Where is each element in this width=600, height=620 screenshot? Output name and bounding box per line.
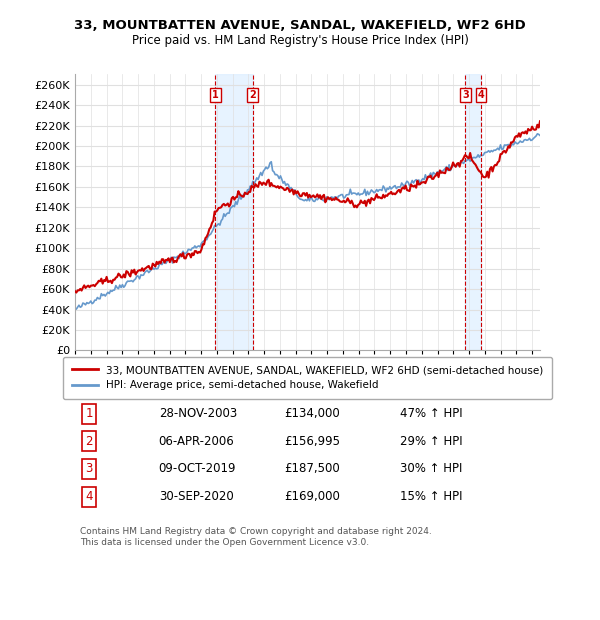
Text: 30% ↑ HPI: 30% ↑ HPI (401, 463, 463, 476)
Bar (466, 74, 481, 350)
Text: 29% ↑ HPI: 29% ↑ HPI (401, 435, 463, 448)
Text: £169,000: £169,000 (284, 490, 340, 503)
Bar (215, 74, 253, 350)
Text: 15% ↑ HPI: 15% ↑ HPI (401, 490, 463, 503)
Text: 06-APR-2006: 06-APR-2006 (158, 435, 235, 448)
Text: 3: 3 (462, 90, 469, 100)
Text: 28-NOV-2003: 28-NOV-2003 (158, 407, 237, 420)
Text: £134,000: £134,000 (284, 407, 340, 420)
Text: 1: 1 (212, 90, 218, 100)
Text: Price paid vs. HM Land Registry's House Price Index (HPI): Price paid vs. HM Land Registry's House … (131, 34, 469, 47)
Text: 47% ↑ HPI: 47% ↑ HPI (401, 407, 463, 420)
Text: 30-SEP-2020: 30-SEP-2020 (158, 490, 233, 503)
Text: 2: 2 (85, 435, 93, 448)
Text: Contains HM Land Registry data © Crown copyright and database right 2024.
This d: Contains HM Land Registry data © Crown c… (80, 527, 431, 547)
Text: 4: 4 (478, 90, 484, 100)
Legend: 33, MOUNTBATTEN AVENUE, SANDAL, WAKEFIELD, WF2 6HD (semi-detached house), HPI: A: 33, MOUNTBATTEN AVENUE, SANDAL, WAKEFIEL… (64, 356, 551, 399)
Text: 3: 3 (85, 463, 92, 476)
Text: £187,500: £187,500 (284, 463, 340, 476)
Text: 4: 4 (85, 490, 93, 503)
Text: £156,995: £156,995 (284, 435, 340, 448)
Text: 1: 1 (85, 407, 93, 420)
Text: 09-OCT-2019: 09-OCT-2019 (158, 463, 236, 476)
Text: 2: 2 (249, 90, 256, 100)
Text: 33, MOUNTBATTEN AVENUE, SANDAL, WAKEFIELD, WF2 6HD: 33, MOUNTBATTEN AVENUE, SANDAL, WAKEFIEL… (74, 19, 526, 32)
